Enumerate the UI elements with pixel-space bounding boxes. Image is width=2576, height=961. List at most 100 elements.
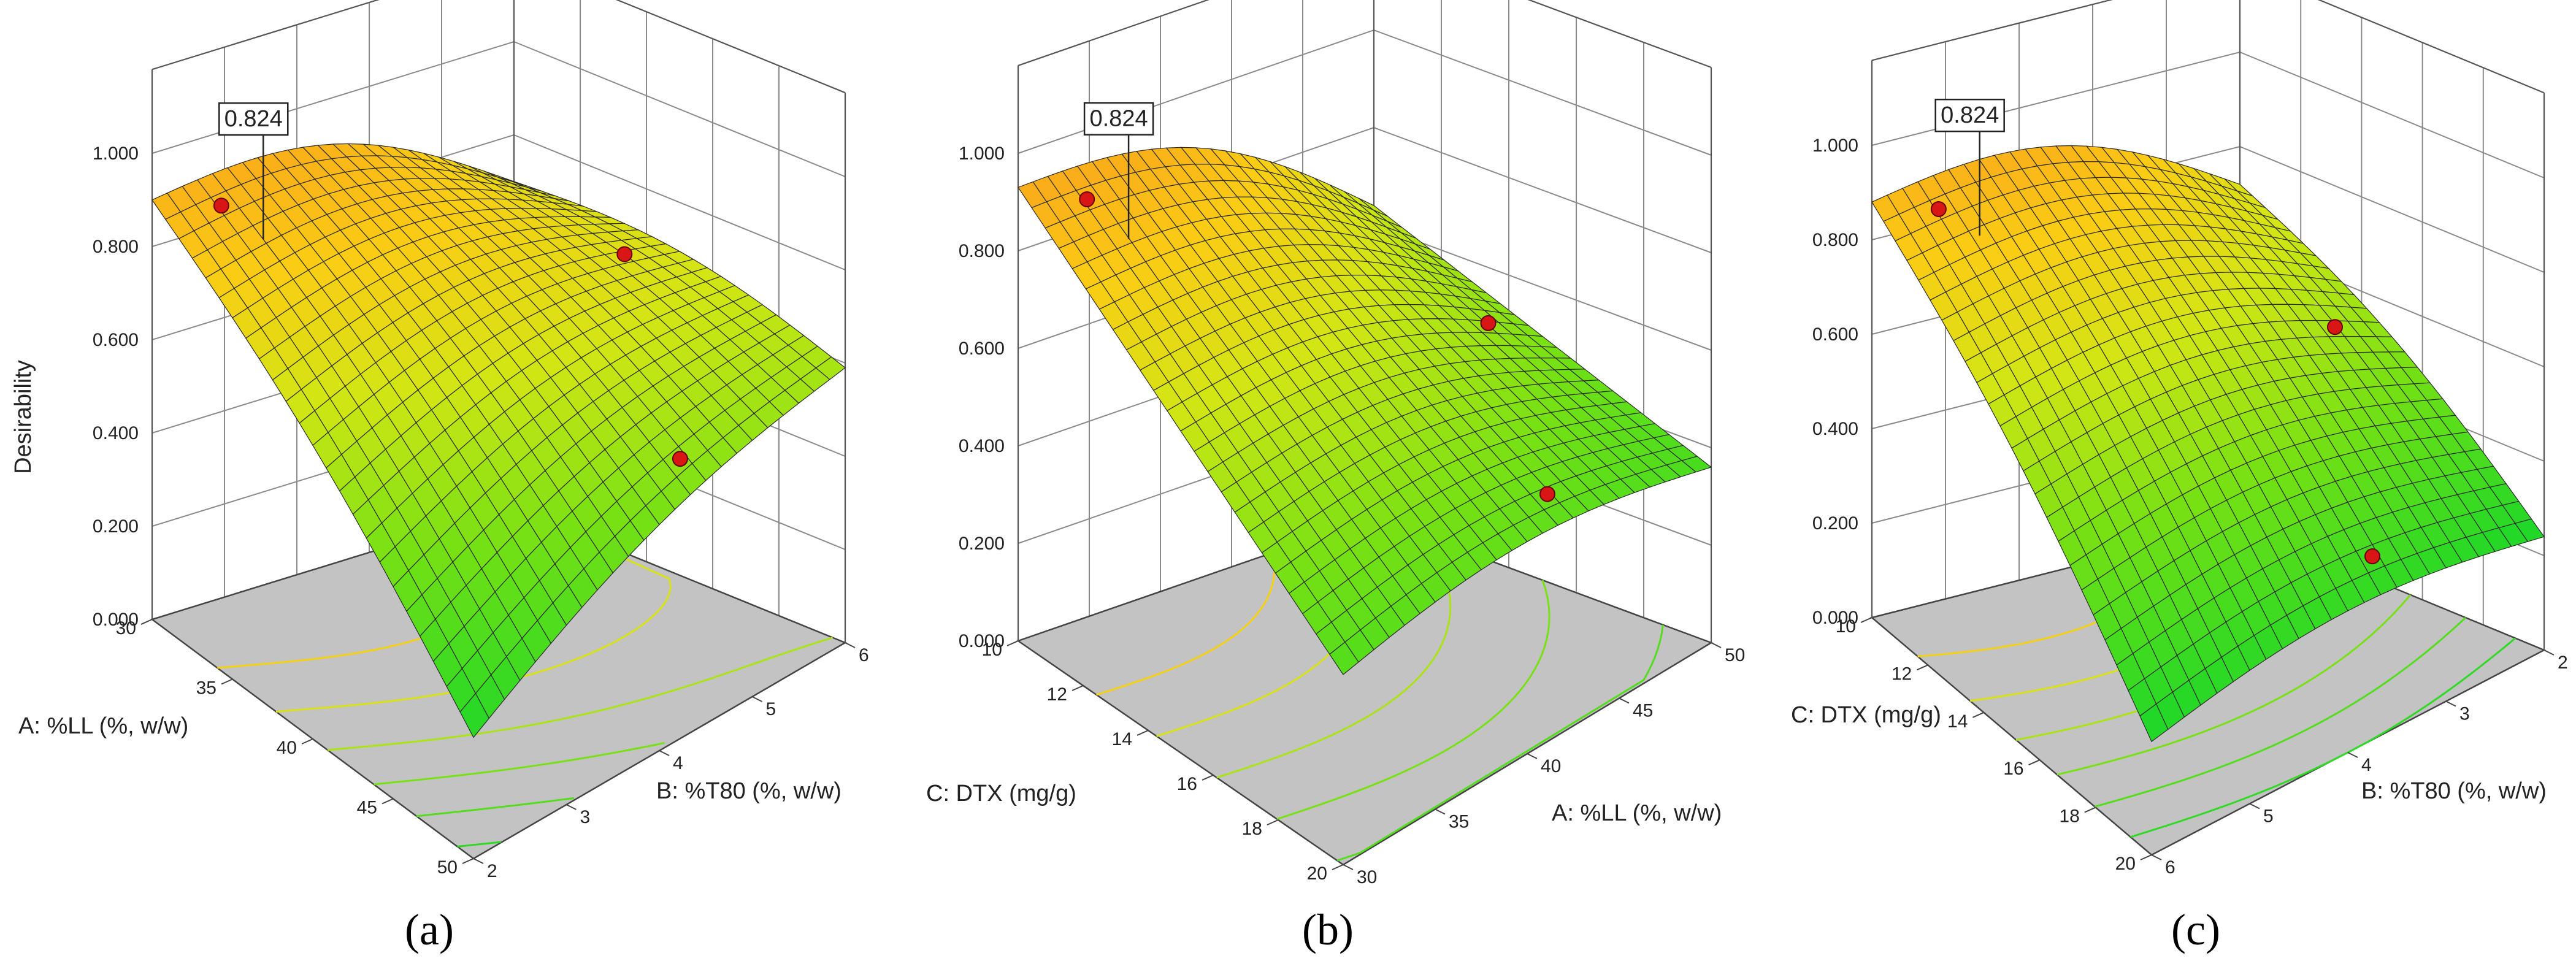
y-tick-mark	[1711, 642, 1722, 648]
panel-a: Desirability A: %LL (%, w/w) B: %T80 (%,…	[10, 360, 841, 954]
flag-box	[1934, 98, 2005, 132]
x-tick-label: 18	[2059, 806, 2079, 827]
z-tick-label: 0.000	[93, 610, 139, 630]
contour-line	[275, 507, 672, 713]
optimum-label: 0.824	[224, 106, 283, 132]
z-tick-label: 0.600	[959, 339, 1005, 359]
z-tick-label: 1.000	[1812, 136, 1858, 156]
z-tick-label: 1.000	[959, 144, 1005, 164]
z-tick-label: 0.800	[93, 237, 139, 257]
x-tick-label: 30	[116, 618, 136, 638]
y-tick-mark	[1343, 864, 1354, 870]
x-tick-mark	[2028, 759, 2041, 766]
design-point	[1930, 201, 1947, 217]
flag-box	[218, 102, 289, 136]
box-top-edge	[151, 0, 846, 94]
x-tick-label: 20	[2115, 854, 2136, 874]
z-axis-ticks: 0.000 0.200 0.400 0.600 0.800 1.000	[959, 144, 1005, 651]
y-tick-label: 2	[487, 861, 497, 881]
design-points	[1930, 201, 2380, 565]
y-tick-mark	[2151, 854, 2162, 860]
x-tick-mark	[1137, 730, 1149, 736]
x-tick-mark	[1916, 664, 1928, 671]
y-tick-label: 6	[2165, 857, 2175, 878]
y-tick-label: 3	[2459, 704, 2470, 724]
x-tick-label: 50	[437, 857, 458, 878]
x-tick-mark	[1267, 819, 1279, 825]
y-tick-mark	[1527, 753, 1538, 759]
y-tick-label: 4	[2361, 755, 2372, 775]
y-axis-ticks: 30 35 40 45 50	[1343, 642, 1745, 887]
design-points	[1079, 191, 1555, 502]
x-tick-label: 14	[1947, 711, 1968, 732]
contour-line	[1276, 580, 1551, 821]
design-point	[213, 197, 229, 214]
y-axis-ticks: 2 3 4 5 6	[473, 642, 869, 881]
optimum-flag: 0.824	[1934, 98, 2005, 236]
x-tick-label: 40	[277, 738, 297, 758]
optimum-label: 0.824	[1941, 102, 1999, 128]
x-axis-label: C: DTX (mg/g)	[1791, 702, 1941, 728]
y-axis-label: B: %T80 (%, w/w)	[2361, 778, 2547, 804]
surface-plot-1: 0.000 0.200 0.400 0.600 0.800 1.000 10 12 14 16 18…	[959, 0, 1745, 887]
y-axis-label: B: %T80 (%, w/w)	[656, 778, 841, 804]
y-tick-mark	[659, 750, 670, 756]
contour-line	[1216, 535, 1452, 779]
z-tick-label: 0.400	[93, 423, 139, 443]
x-axis-label: C: DTX (mg/g)	[926, 781, 1076, 806]
z-gridline	[1018, 29, 1712, 156]
contour-line	[1096, 557, 1276, 696]
y-tick-label: 6	[859, 645, 869, 665]
surface-mesh	[1871, 145, 2545, 743]
x-tick-label: 18	[1242, 819, 1262, 839]
z-axis-ticks: 0.000 0.200 0.400 0.600 0.800 1.000	[93, 144, 139, 630]
y-tick-mark	[2445, 700, 2456, 707]
y-tick-mark	[1435, 808, 1446, 815]
x-tick-mark	[2140, 854, 2152, 860]
x-tick-label: 35	[196, 678, 217, 699]
y-tick-label: 30	[1357, 867, 1377, 887]
x-tick-mark	[301, 738, 313, 745]
x-tick-label: 20	[1307, 863, 1327, 884]
surface-plots: 0.0000.2000.4000.6000.8001.0003035404550…	[93, 0, 2568, 887]
y-tick-label: 40	[1541, 756, 1561, 776]
y-tick-mark	[2347, 752, 2358, 758]
y-tick-label: 2	[2558, 653, 2568, 673]
optimum-flag: 0.824	[1083, 102, 1154, 239]
optimum-label: 0.824	[1090, 106, 1148, 132]
y-tick-mark	[566, 804, 577, 810]
x-tick-label: 10	[1836, 616, 1856, 637]
design-point	[1539, 486, 1555, 502]
y-tick-mark	[473, 858, 484, 864]
y-tick-label: 50	[1725, 645, 1745, 665]
panel-label: (c)	[2171, 905, 2220, 954]
y-tick-mark	[752, 696, 762, 702]
x-tick-label: 16	[2003, 759, 2023, 779]
z-tick-label: 1.000	[93, 144, 139, 164]
z-tick-label: 0.800	[1812, 230, 1858, 250]
design-point	[1480, 315, 1497, 331]
surface-cell	[1329, 641, 1359, 675]
z-tick-label: 0.200	[1812, 513, 1858, 534]
surface-plot-0: 0.0000.2000.4000.6000.8001.0003035404550…	[93, 0, 869, 881]
z-tick-label: 0.000	[959, 631, 1005, 651]
z-tick-label: 0.000	[1812, 608, 1858, 628]
panel-label: (a)	[405, 905, 454, 954]
contour-line	[1336, 624, 1664, 862]
panel-label: (b)	[1302, 905, 1354, 954]
design-point	[2364, 548, 2380, 565]
y-axis-ticks: 6 5 4 3 2	[2151, 649, 2568, 878]
y-axis-label: A: %LL (%, w/w)	[1552, 800, 1722, 826]
contour-line	[2094, 617, 2467, 808]
x-tick-mark	[2084, 806, 2096, 813]
design-points	[213, 197, 688, 467]
panel-c: C: DTX (mg/g) B: %T80 (%, w/w) (c)	[1791, 702, 2547, 954]
x-tick-mark	[1972, 711, 1984, 718]
y-tick-mark	[2249, 803, 2260, 810]
x-tick-label: 12	[1892, 664, 1912, 684]
contour-line	[374, 741, 665, 786]
y-tick-mark	[1619, 697, 1630, 704]
contour-line	[416, 797, 575, 817]
z-tick-label: 0.200	[93, 516, 139, 537]
